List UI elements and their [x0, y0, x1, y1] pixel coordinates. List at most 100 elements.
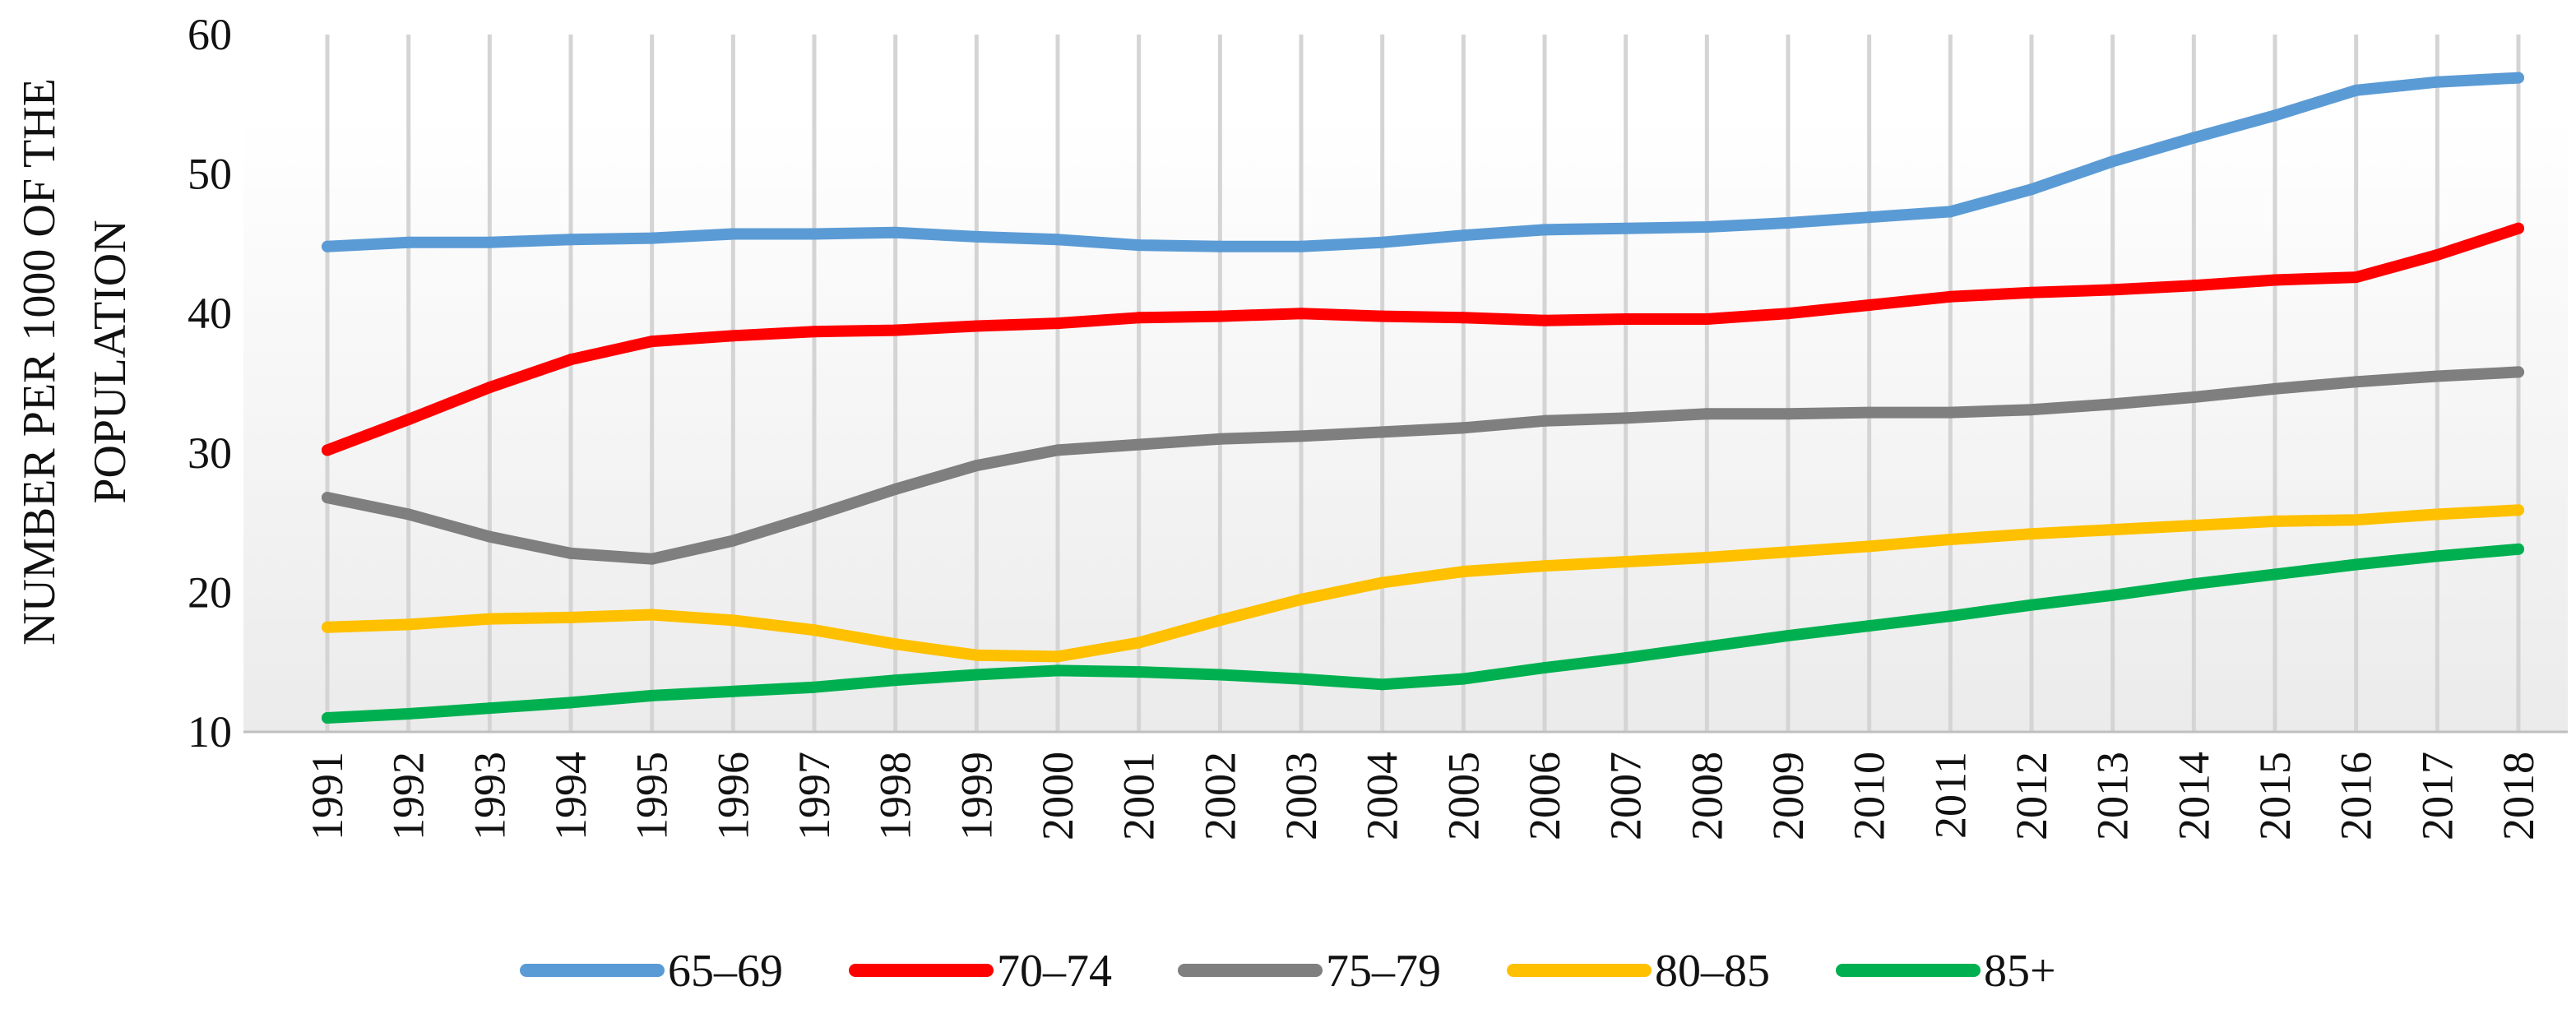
data-point-2009	[1782, 408, 1794, 420]
x-tick-label: 1996	[708, 752, 758, 840]
legend-label: 65–69	[668, 946, 783, 997]
x-tick-label: 2017	[2412, 752, 2462, 840]
y-tick-label: 50	[188, 150, 232, 199]
data-point-2010	[1863, 406, 1875, 419]
data-point-2014	[2188, 132, 2200, 144]
x-tick-label: 2002	[1195, 752, 1244, 840]
data-point-1997	[808, 510, 820, 522]
data-point-1994	[565, 354, 577, 366]
data-point-2001	[1133, 438, 1145, 451]
x-tick-label: 1997	[790, 752, 839, 840]
data-point-1996	[727, 330, 739, 342]
data-point-2014	[2188, 519, 2200, 531]
plot-area	[243, 115, 2568, 732]
x-axis-ticks: 1991 1992 1993 1994 1995 1996 1997 1998 1999 2000…	[303, 752, 2543, 840]
data-point-2006	[1539, 414, 1550, 427]
data-point-2017	[2431, 76, 2444, 88]
x-tick-label: 1992	[384, 752, 433, 840]
data-point-2008	[1701, 312, 1713, 325]
data-point-2010	[1863, 620, 1875, 632]
data-point-1997	[808, 326, 820, 338]
x-tick-label: 2011	[1925, 752, 1975, 839]
series-line	[322, 366, 2524, 565]
x-tick-label: 2015	[2250, 752, 2300, 840]
data-point-2005	[1457, 422, 1470, 434]
data-point-2013	[2106, 398, 2119, 410]
x-tick-label: 2005	[1439, 752, 1488, 840]
series-70–74	[322, 222, 2524, 456]
data-point-2018	[2513, 222, 2524, 234]
data-point-2004	[1376, 310, 1388, 322]
data-point-2007	[1619, 222, 1632, 234]
series-65–69	[322, 72, 2524, 252]
data-point-2004	[1376, 678, 1388, 691]
data-point-2001	[1133, 636, 1145, 649]
y-axis-label-line-1: NUMBER PER 1000 OF THE	[14, 78, 65, 646]
x-tick-label: 1991	[303, 752, 352, 840]
data-point-2009	[1782, 546, 1794, 558]
data-point-1991	[322, 492, 333, 504]
data-point-1993	[484, 530, 496, 543]
x-tick-label: 1994	[546, 752, 595, 840]
data-point-2011	[1944, 290, 1957, 303]
data-point-2012	[2026, 404, 2037, 416]
data-point-2016	[2350, 558, 2362, 571]
x-tick-label: 2008	[1682, 752, 1731, 840]
data-point-1994	[565, 697, 577, 709]
data-point-2013	[2106, 155, 2119, 168]
data-point-1993	[484, 702, 496, 715]
data-point-1992	[402, 618, 415, 631]
data-point-1992	[402, 236, 415, 248]
data-point-2018	[2513, 543, 2524, 555]
data-point-1997	[808, 681, 820, 693]
x-tick-label: 2010	[1845, 752, 1894, 840]
data-point-2017	[2431, 248, 2444, 261]
data-point-2008	[1701, 552, 1713, 563]
data-point-2012	[2026, 528, 2037, 540]
data-point-1996	[727, 228, 739, 240]
series-85+	[322, 543, 2524, 724]
data-point-2002	[1214, 240, 1226, 252]
data-point-2003	[1295, 593, 1307, 605]
legend-label: 75–79	[1326, 946, 1441, 997]
series-line	[322, 222, 2524, 456]
data-point-1991	[322, 712, 333, 724]
data-point-2002	[1214, 310, 1226, 322]
data-point-2002	[1214, 669, 1226, 681]
data-point-1992	[402, 707, 415, 720]
data-point-2002	[1214, 433, 1226, 445]
data-point-2000	[1052, 664, 1063, 677]
data-point-1991	[322, 621, 333, 633]
data-point-2011	[1944, 406, 1957, 419]
data-point-1998	[889, 674, 901, 687]
data-point-2004	[1376, 426, 1388, 438]
x-tick-label: 2014	[2169, 752, 2218, 840]
data-point-1992	[402, 508, 415, 521]
data-point-2007	[1619, 412, 1632, 424]
x-tick-label: 2007	[1601, 752, 1651, 840]
y-tick-label: 60	[188, 10, 232, 59]
data-point-2013	[2106, 524, 2119, 536]
data-point-2000	[1052, 444, 1063, 456]
data-point-2016	[2350, 514, 2362, 526]
data-point-2013	[2106, 284, 2119, 296]
series-80–85	[322, 504, 2524, 663]
x-tick-label: 2018	[2494, 752, 2543, 840]
data-point-1997	[808, 228, 820, 240]
x-tick-label: 2004	[1358, 752, 1407, 840]
legend-label: 80–85	[1655, 946, 1770, 997]
data-point-2010	[1863, 211, 1875, 224]
y-axis-ticks: 10 20 30 40 50 60	[188, 10, 232, 757]
x-tick-label: 2013	[2088, 752, 2138, 840]
data-point-2000	[1052, 234, 1063, 246]
data-point-2012	[2026, 599, 2037, 611]
data-point-1991	[322, 444, 333, 456]
data-point-2002	[1214, 614, 1226, 627]
series-line	[322, 72, 2524, 252]
data-point-2004	[1376, 576, 1388, 589]
y-axis-label-line-2: POPULATION	[85, 220, 136, 503]
data-point-1999	[971, 230, 983, 243]
data-point-2009	[1782, 308, 1794, 320]
series-line	[322, 504, 2524, 663]
